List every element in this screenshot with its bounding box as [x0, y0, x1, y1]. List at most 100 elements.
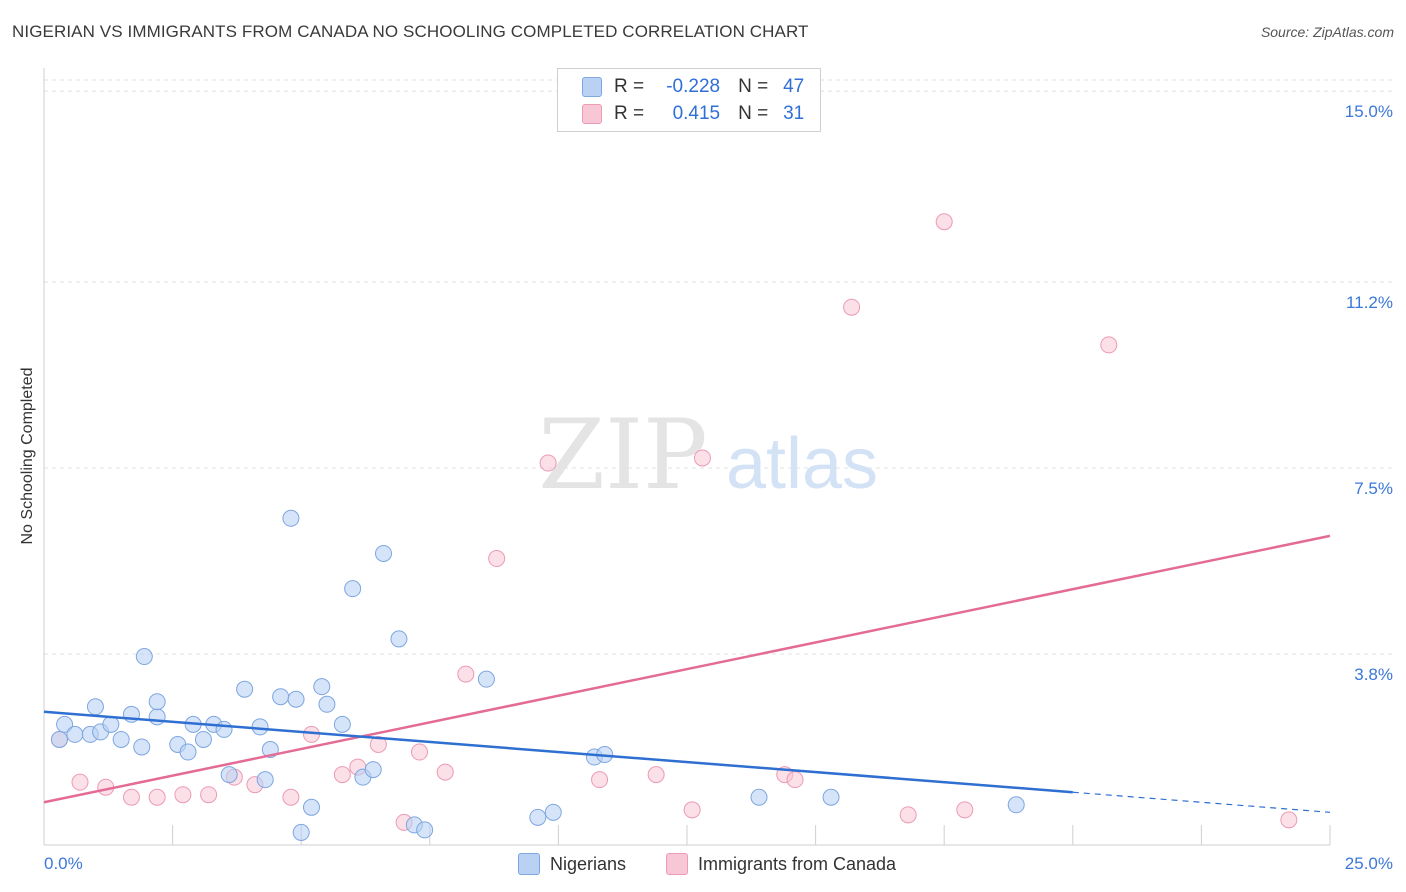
canada-trend-line [43, 534, 1331, 804]
legend-row-nigerians: R = -0.228 N = 47 [582, 75, 804, 99]
legend-r-label: R = [614, 103, 645, 124]
legend-swatch-nigerians [518, 853, 540, 875]
x-tick-label: 0.0% [44, 854, 83, 873]
canada-point [148, 788, 166, 806]
canada-point [411, 743, 429, 761]
nigerian-point [272, 688, 290, 706]
legend-row-canada: R = 0.415 N = 31 [582, 102, 804, 126]
nigerian-point [477, 670, 495, 688]
x-tick-label: 25.0% [1345, 854, 1393, 873]
legend-label-canada: Immigrants from Canada [698, 853, 897, 874]
canada-point [956, 801, 974, 819]
nigerian-point [133, 738, 151, 756]
y-tick-label: 7.5% [1354, 479, 1393, 498]
canada-point [539, 454, 557, 472]
nigerian-point [282, 509, 300, 527]
canada-point [200, 786, 218, 804]
nigerian-point [112, 730, 130, 748]
canada-point [1100, 336, 1118, 354]
canada-point [1280, 811, 1298, 829]
legend-item-nigerians[interactable]: Nigerians [518, 851, 626, 877]
nigerian-point [364, 761, 382, 779]
canada-point [122, 788, 140, 806]
canada-point [302, 725, 320, 743]
canada-point [683, 801, 701, 819]
y-tick-label: 11.2% [1346, 293, 1393, 312]
canada-point [647, 766, 665, 784]
canada-point [591, 771, 609, 789]
canada-point [282, 788, 300, 806]
nigerian-point [50, 730, 68, 748]
nigerian-point [135, 648, 153, 666]
nigerian-trend-extension [1072, 791, 1331, 813]
legend-swatch-blue [582, 77, 602, 97]
nigerian-point [302, 798, 320, 816]
legend-r-value-canada: 0.415 [672, 103, 721, 124]
nigerian-point [390, 630, 408, 648]
canada-point [843, 298, 861, 316]
nigerian-trend-line [43, 710, 1073, 794]
y-tick-label: 3.8% [1354, 665, 1393, 684]
nigerian-point [102, 715, 120, 733]
source-label: Source: ZipAtlas.com [1260, 24, 1394, 40]
gridlines [44, 79, 1395, 655]
nigerian-point [236, 680, 254, 698]
trend-lines [43, 534, 1331, 813]
nigerian-point [822, 788, 840, 806]
canada-point [786, 771, 804, 789]
nigerian-point [148, 708, 166, 726]
canada-point [935, 213, 953, 231]
nigerian-point [56, 715, 74, 733]
nigerian-point [333, 715, 351, 733]
tick-labels: 3.8% 7.5% 11.2% 15.0% 0.0% 25.0% [44, 102, 1393, 873]
legend-r-label: R = [614, 76, 645, 97]
correlation-legend: R = -0.228 N = 47 R = 0.415 N = 31 [557, 68, 821, 132]
nigerian-point [318, 695, 336, 713]
nigerian-point [750, 788, 768, 806]
nigerian-point [544, 803, 562, 821]
nigerian-point [287, 690, 305, 708]
canada-point [899, 806, 917, 824]
nigerian-point [251, 718, 269, 736]
watermark-zip: ZIP [538, 399, 707, 511]
legend-r-value-nigerians: -0.228 [666, 76, 721, 97]
nigerian-point [375, 544, 393, 562]
legend-n-label: N = [738, 76, 769, 97]
nigerian-point [416, 821, 434, 839]
legend-label-nigerians: Nigerians [550, 853, 627, 874]
legend-item-canada[interactable]: Immigrants from Canada [666, 851, 896, 877]
legend-swatch-pink [582, 104, 602, 124]
canada-point [488, 550, 506, 568]
canada-point [333, 766, 351, 784]
y-tick-label: 15.0% [1345, 102, 1393, 121]
legend-n-value-canada: 31 [783, 103, 805, 124]
watermark: ZIP atlas [538, 399, 878, 511]
canada-point [457, 665, 475, 683]
nigerian-point [86, 698, 104, 716]
nigerian-point [1007, 796, 1025, 814]
series-nigerians [50, 509, 1025, 841]
nigerian-point [292, 823, 310, 841]
nigerian-point [313, 678, 331, 696]
canada-point [71, 773, 89, 791]
nigerian-point [344, 580, 362, 598]
nigerian-point [148, 693, 166, 711]
canada-point [436, 763, 454, 781]
nigerian-point [215, 720, 233, 738]
nigerian-point [220, 766, 238, 784]
chart-title: NIGERIAN VS IMMIGRANTS FROM CANADA NO SC… [12, 22, 809, 41]
watermark-atlas: atlas [726, 424, 878, 504]
nigerian-point [256, 771, 274, 789]
canada-point [369, 735, 387, 753]
nigerian-point [529, 808, 547, 826]
legend-n-label: N = [738, 103, 769, 124]
canada-point [693, 449, 711, 467]
series-immigrants-from-canada [50, 213, 1298, 831]
nigerian-point [66, 725, 84, 743]
legend-swatch-canada [666, 853, 688, 875]
legend-n-value-nigerians: 47 [783, 76, 805, 97]
nigerian-point [179, 743, 197, 761]
nigerian-point [194, 730, 212, 748]
canada-point [174, 786, 192, 804]
